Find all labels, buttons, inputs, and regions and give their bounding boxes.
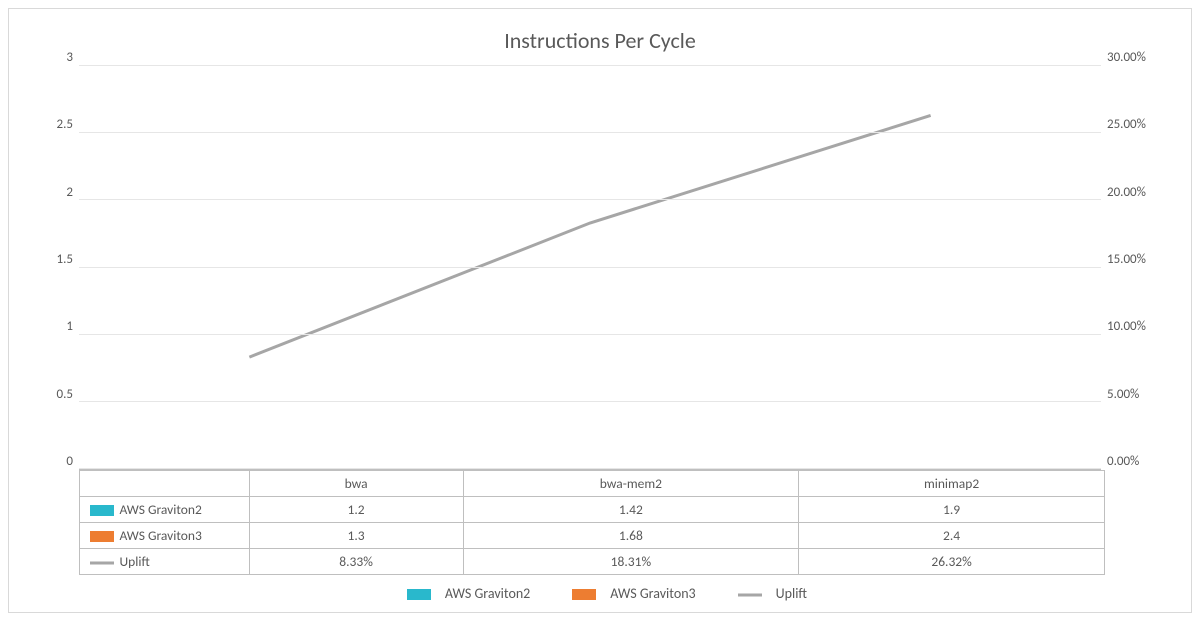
gridline (79, 199, 1101, 200)
line-layer (79, 66, 1101, 469)
series-legend-cell: AWS Graviton3 (79, 523, 249, 549)
series-legend-cell: Uplift (79, 549, 249, 575)
color-swatch (90, 531, 114, 542)
legend-header-blank (79, 471, 249, 497)
category-label: minimap2 (799, 471, 1105, 497)
data-cell: 26.32% (799, 549, 1105, 575)
table-row-categories: bwabwa-mem2minimap2 (29, 471, 1105, 497)
table-row: AWS Graviton21.21.421.9 (29, 497, 1105, 523)
y-axis-left: 32.521.510.50 (29, 66, 79, 470)
data-cell: 1.9 (799, 497, 1105, 523)
table-row: AWS Graviton31.31.682.4 (29, 523, 1105, 549)
color-swatch (407, 589, 431, 600)
data-cell: 8.33% (249, 549, 463, 575)
uplift-line (79, 66, 1101, 469)
line-swatch (90, 557, 114, 568)
chart-container: Instructions Per Cycle 32.521.510.50 30.… (8, 8, 1192, 613)
gridline (79, 65, 1101, 66)
data-cell: 1.68 (463, 523, 799, 549)
plot-area (79, 66, 1101, 470)
data-table: bwabwa-mem2minimap2AWS Graviton21.21.421… (29, 470, 1105, 575)
data-cell: 2.4 (799, 523, 1105, 549)
category-label: bwa (249, 471, 463, 497)
legend: AWS Graviton2 AWS Graviton3 Uplift (29, 585, 1171, 602)
plot-row: 32.521.510.50 30.00%25.00%20.00%15.00%10… (29, 66, 1171, 470)
color-swatch (572, 589, 596, 600)
data-cell: 1.3 (249, 523, 463, 549)
data-cell: 1.42 (463, 497, 799, 523)
legend-item: AWS Graviton2 (393, 585, 530, 602)
table-row: Uplift8.33%18.31%26.32% (29, 549, 1105, 575)
data-cell: 1.2 (249, 497, 463, 523)
legend-item: Uplift (724, 585, 807, 602)
chart-title: Instructions Per Cycle (29, 27, 1171, 54)
category-label: bwa-mem2 (463, 471, 799, 497)
data-cell: 18.31% (463, 549, 799, 575)
gridline (79, 401, 1101, 402)
gridline (79, 468, 1101, 469)
gridline (79, 334, 1101, 335)
gridline (79, 267, 1101, 268)
series-legend-cell: AWS Graviton2 (79, 497, 249, 523)
y-axis-right: 30.00%25.00%20.00%15.00%10.00%5.00%0.00% (1101, 66, 1171, 470)
color-swatch (90, 505, 114, 516)
line-swatch (738, 589, 762, 600)
legend-item: AWS Graviton3 (558, 585, 695, 602)
data-table-wrap: bwabwa-mem2minimap2AWS Graviton21.21.421… (29, 470, 1171, 575)
gridline (79, 132, 1101, 133)
